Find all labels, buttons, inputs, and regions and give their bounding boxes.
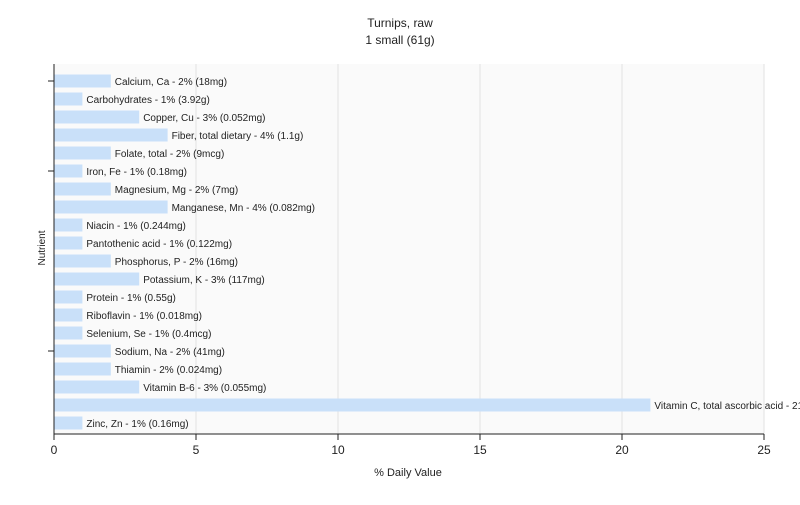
bar [54,110,140,124]
bar [54,236,83,250]
bar [54,272,140,286]
bar [54,344,111,358]
bar [54,200,168,214]
y-axis-label: Nutrient [37,230,48,265]
x-tick-label: 15 [473,443,487,457]
x-tick-label: 5 [193,443,200,457]
bar [54,308,83,322]
bar [54,164,83,178]
chart-subtitle: 1 small (61g) [365,33,434,47]
x-axis-label: % Daily Value [374,467,442,479]
bar-label: Folate, total - 2% (9mcg) [115,149,224,160]
bar-label: Sodium, Na - 2% (41mg) [115,347,225,358]
bar-label: Vitamin B-6 - 3% (0.055mg) [143,383,266,394]
bar-label: Niacin - 1% (0.244mg) [86,221,185,232]
x-tick-label: 0 [51,443,58,457]
bar [54,182,111,196]
bar-label: Calcium, Ca - 2% (18mg) [115,77,227,88]
plot-background [54,64,764,434]
bar [54,398,651,412]
bar-label: Pantothenic acid - 1% (0.122mg) [86,239,232,250]
chart-title: Turnips, raw [367,16,433,30]
bar-label: Selenium, Se - 1% (0.4mcg) [86,329,211,340]
bar [54,254,111,268]
bar [54,416,83,430]
bar-label: Iron, Fe - 1% (0.18mg) [86,167,187,178]
x-tick-label: 25 [757,443,771,457]
bar-label: Fiber, total dietary - 4% (1.1g) [172,131,304,142]
bar [54,74,111,88]
bar [54,128,168,142]
bar-label: Potassium, K - 3% (117mg) [143,275,265,286]
bar-label: Riboflavin - 1% (0.018mg) [86,311,202,322]
bar [54,92,83,106]
bar-label: Phosphorus, P - 2% (16mg) [115,257,238,268]
bar [54,218,83,232]
bar-label: Thiamin - 2% (0.024mg) [115,365,222,376]
bar [54,326,83,340]
bar-label: Magnesium, Mg - 2% (7mg) [115,185,238,196]
bar-label: Vitamin C, total ascorbic acid - 21% (12… [654,401,800,412]
x-tick-label: 10 [331,443,345,457]
bar-label: Carbohydrates - 1% (3.92g) [86,95,209,106]
bar [54,362,111,376]
bar-label: Zinc, Zn - 1% (0.16mg) [86,419,188,430]
bar [54,290,83,304]
bar-label: Manganese, Mn - 4% (0.082mg) [172,203,315,214]
bar-label: Copper, Cu - 3% (0.052mg) [143,113,265,124]
bar-label: Protein - 1% (0.55g) [86,293,175,304]
x-tick-label: 20 [615,443,629,457]
bar [54,146,111,160]
plot-area: Calcium, Ca - 2% (18mg) Carbohydrates - 1… [48,64,800,457]
bar [54,380,140,394]
